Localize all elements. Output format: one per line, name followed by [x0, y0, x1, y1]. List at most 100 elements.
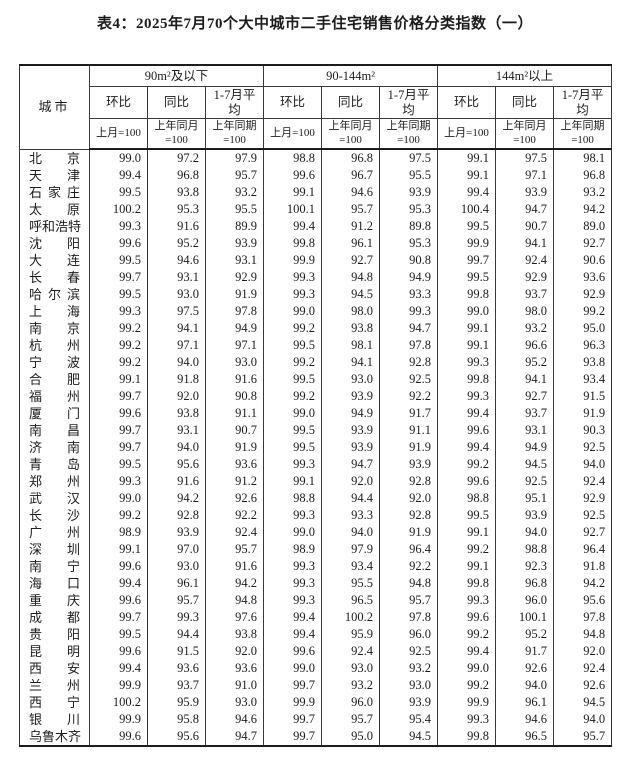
city-cell: 厦门	[19, 405, 90, 422]
table-row: 长沙 99.2 92.8 92.2 99.3 93.3 92.8 99.5 93.9 92.5	[19, 507, 613, 524]
value-cell: 94.0	[147, 354, 206, 371]
col-base-mom-1: 上月=100	[89, 118, 148, 150]
city-cell: 大连	[19, 252, 90, 269]
value-cell: 99.1	[263, 473, 322, 490]
value-cell: 99.5	[263, 337, 322, 354]
value-cell: 99.3	[263, 575, 322, 592]
value-cell: 94.2	[205, 575, 264, 592]
value-cell: 91.1	[378, 422, 439, 439]
col-group-90-144: 90-144m²	[262, 64, 439, 87]
value-cell: 99.7	[89, 439, 148, 456]
value-cell: 99.5	[89, 184, 148, 201]
value-cell: 91.9	[205, 286, 264, 303]
value-cell: 100.2	[321, 609, 380, 626]
value-cell: 99.2	[263, 320, 322, 337]
value-cell: 92.5	[553, 439, 613, 456]
col-header-city: 城市	[19, 64, 90, 150]
value-cell: 94.9	[495, 439, 555, 456]
table-row: 西宁 100.2 95.9 93.0 99.9 96.0 93.9 99.9 96.1 94.5	[19, 694, 613, 711]
value-cell: 97.8	[378, 609, 439, 626]
value-cell: 94.4	[321, 490, 380, 507]
value-cell: 94.1	[495, 371, 555, 388]
value-cell: 99.1	[437, 320, 497, 337]
city-cell: 上海	[19, 303, 90, 320]
value-cell: 99.9	[89, 677, 148, 694]
city-cell: 成都	[19, 609, 90, 626]
value-cell: 92.5	[495, 473, 555, 490]
value-cell: 91.2	[321, 218, 380, 235]
value-cell: 99.5	[437, 507, 497, 524]
value-cell: 94.1	[495, 235, 555, 252]
table-row: 太原 100.2 95.3 95.5 100.1 95.7 95.3 100.4 94.7 94.…	[19, 201, 613, 218]
value-cell: 95.6	[553, 592, 613, 609]
value-cell: 91.7	[495, 643, 555, 660]
value-cell: 94.7	[205, 728, 264, 746]
value-cell: 93.6	[553, 269, 613, 286]
value-cell: 93.6	[205, 456, 264, 473]
value-cell: 99.0	[437, 660, 497, 677]
value-cell: 93.1	[495, 422, 555, 439]
value-cell: 99.4	[437, 643, 497, 660]
table-row: 厦门 99.6 93.8 91.1 99.0 94.9 91.7 99.4 93.7 91.9	[19, 405, 613, 422]
value-cell: 92.7	[321, 252, 380, 269]
value-cell: 94.2	[553, 575, 613, 592]
value-cell: 99.3	[437, 592, 497, 609]
value-cell: 93.7	[147, 677, 206, 694]
value-cell: 91.6	[147, 218, 206, 235]
value-cell: 98.8	[263, 490, 322, 507]
value-cell: 97.5	[147, 303, 206, 320]
value-cell: 99.1	[437, 149, 497, 167]
value-cell: 92.6	[553, 677, 613, 694]
value-cell: 93.8	[147, 184, 206, 201]
col-base-avg-3: 上年同期=100	[553, 118, 613, 150]
value-cell: 99.2	[437, 456, 497, 473]
value-cell: 99.5	[263, 371, 322, 388]
value-cell: 97.2	[147, 149, 206, 167]
value-cell: 94.7	[495, 201, 555, 218]
value-cell: 94.8	[378, 575, 439, 592]
value-cell: 92.0	[553, 643, 613, 660]
city-cell: 长春	[19, 269, 90, 286]
value-cell: 96.8	[147, 167, 206, 184]
value-cell: 94.7	[321, 456, 380, 473]
table-row: 济南 99.7 94.0 91.9 99.5 93.9 91.9 99.4 94.9 92.5	[19, 439, 613, 456]
value-cell: 99.3	[437, 354, 497, 371]
value-cell: 94.8	[205, 592, 264, 609]
value-cell: 98.0	[495, 303, 555, 320]
value-cell: 94.0	[553, 456, 613, 473]
value-cell: 94.5	[553, 694, 613, 711]
value-cell: 99.0	[437, 303, 497, 320]
value-cell: 99.6	[89, 728, 148, 746]
value-cell: 97.8	[205, 303, 264, 320]
value-cell: 93.3	[321, 507, 380, 524]
value-cell: 97.9	[205, 149, 264, 167]
value-cell: 99.8	[437, 371, 497, 388]
value-cell: 94.0	[321, 524, 380, 541]
value-cell: 90.8	[378, 252, 439, 269]
value-cell: 99.5	[89, 626, 148, 643]
value-cell: 94.0	[553, 711, 613, 728]
value-cell: 93.1	[205, 252, 264, 269]
value-cell: 93.0	[147, 286, 206, 303]
value-cell: 98.0	[321, 303, 380, 320]
value-cell: 95.7	[321, 711, 380, 728]
value-cell: 91.9	[205, 439, 264, 456]
value-cell: 94.0	[495, 677, 555, 694]
value-cell: 99.5	[437, 269, 497, 286]
value-cell: 97.5	[495, 149, 555, 167]
value-cell: 94.2	[553, 201, 613, 218]
value-cell: 92.9	[553, 490, 613, 507]
value-cell: 92.4	[553, 660, 613, 677]
value-cell: 99.6	[89, 405, 148, 422]
value-cell: 91.5	[147, 643, 206, 660]
table-row: 兰州 99.9 93.7 91.0 99.7 93.2 93.0 99.2 94.0 92.6	[19, 677, 613, 694]
value-cell: 99.1	[437, 558, 497, 575]
value-cell: 100.4	[437, 201, 497, 218]
value-cell: 95.1	[495, 490, 555, 507]
city-cell: 兰州	[19, 677, 90, 694]
value-cell: 97.1	[205, 337, 264, 354]
value-cell: 92.5	[378, 643, 439, 660]
value-cell: 95.4	[378, 711, 439, 728]
value-cell: 95.8	[147, 711, 206, 728]
value-cell: 96.8	[495, 575, 555, 592]
